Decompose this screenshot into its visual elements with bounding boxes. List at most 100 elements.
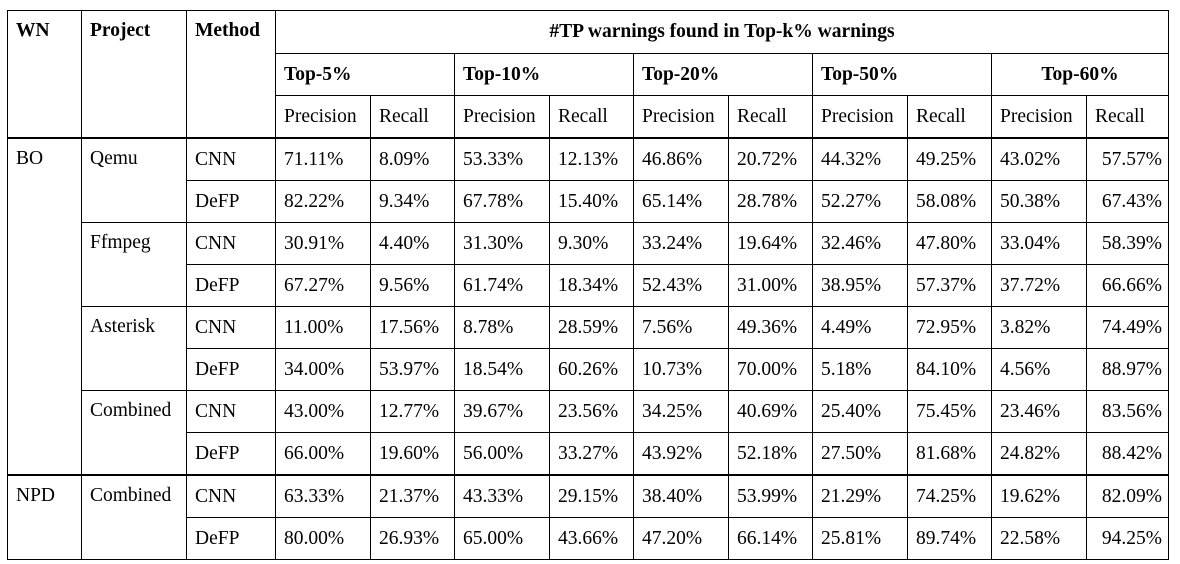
cell-recall: 74.49%	[1086, 306, 1169, 349]
cell-recall: 31.00%	[728, 264, 813, 307]
cell-recall: 66.14%	[728, 517, 813, 560]
cell-recall: 8.09%	[370, 137, 455, 181]
table-row: DeFP 67.27% 9.56% 61.74% 18.34% 52.43% 31.00% 3…	[8, 264, 1169, 307]
table-row: NPD Combined CNN 63.33% 21.37% 43.33% 29.15% 38…	[7, 474, 1169, 560]
cell-recall: 9.30%	[549, 222, 634, 265]
cell-precision: 25.40%	[812, 390, 908, 433]
cell-precision: 71.11%	[275, 137, 371, 181]
cell-method: CNN	[186, 390, 276, 433]
header-group: Top-10%	[454, 53, 634, 96]
cell-project: Asterisk	[81, 306, 187, 391]
cell-recall: 88.97%	[1086, 348, 1169, 391]
cell-recall: 83.56%	[1086, 390, 1169, 433]
cell-recall: 19.64%	[728, 222, 813, 265]
cell-recall: 20.72%	[728, 137, 813, 181]
cell-precision: 8.78%	[454, 306, 550, 349]
cell-project: Combined	[81, 390, 187, 476]
cell-precision: 63.33%	[275, 474, 371, 518]
cell-recall: 74.25%	[907, 474, 992, 518]
cell-precision: 33.24%	[633, 222, 729, 265]
cell-recall: 57.37%	[907, 264, 992, 307]
cell-recall: 53.99%	[728, 474, 813, 518]
header-group: Top-50%	[812, 53, 992, 96]
cell-precision: 39.67%	[454, 390, 550, 433]
cell-precision: 31.30%	[454, 222, 550, 265]
cell-recall: 43.66%	[549, 517, 634, 560]
header-recall: Recall	[1086, 95, 1169, 139]
cell-precision: 43.02%	[991, 137, 1087, 181]
table-row: DeFP 34.00% 53.97% 18.54% 60.26% 10.73% 70.00%…	[8, 348, 1169, 391]
cell-precision: 25.81%	[812, 517, 908, 560]
cell-precision: 7.56%	[633, 306, 729, 349]
cell-precision: 53.33%	[454, 137, 550, 181]
cell-recall: 70.00%	[728, 348, 813, 391]
header-recall: Recall	[907, 95, 992, 139]
header-precision: Precision	[991, 95, 1087, 139]
cell-precision: 19.62%	[991, 474, 1087, 518]
table-row: DeFP 80.00% 26.93% 65.00% 43.66% 47.20% 66.14%…	[8, 517, 1169, 560]
cell-method: CNN	[186, 474, 276, 518]
cell-recall: 75.45%	[907, 390, 992, 433]
cell-recall: 29.15%	[549, 474, 634, 518]
cell-precision: 18.54%	[454, 348, 550, 391]
cell-method: DeFP	[186, 180, 276, 223]
cell-recall: 23.56%	[549, 390, 634, 433]
cell-precision: 67.78%	[454, 180, 550, 223]
cell-precision: 65.00%	[454, 517, 550, 560]
cell-method: CNN	[186, 306, 276, 349]
cell-precision: 10.73%	[633, 348, 729, 391]
cell-recall: 60.26%	[549, 348, 634, 391]
header-precision: Precision	[633, 95, 729, 139]
cell-precision: 80.00%	[275, 517, 371, 560]
cell-precision: 4.56%	[991, 348, 1087, 391]
cell-recall: 40.69%	[728, 390, 813, 433]
cell-method: DeFP	[186, 517, 276, 560]
header-main: #TP warnings found in Top-k% warnings	[275, 10, 1169, 54]
header-precision: Precision	[275, 95, 371, 139]
cell-precision: 38.40%	[633, 474, 729, 518]
cell-precision: 34.25%	[633, 390, 729, 433]
cell-precision: 82.22%	[275, 180, 371, 223]
cell-precision: 52.27%	[812, 180, 908, 223]
table-row: BO Qemu CNN 71.11% 8.09% 53.33% 12.13% 46.86% 20…	[7, 137, 1169, 476]
header-group: Top-60%	[991, 53, 1169, 96]
cell-recall: 19.60%	[370, 432, 455, 476]
header-project: Project	[81, 10, 187, 139]
cell-recall: 9.56%	[370, 264, 455, 307]
cell-precision: 43.00%	[275, 390, 371, 433]
cell-precision: 5.18%	[812, 348, 908, 391]
cell-recall: 33.27%	[549, 432, 634, 476]
table-body: BO Qemu CNN 71.11% 8.09% 53.33% 12.13% 46.86% 20…	[7, 137, 1169, 560]
cell-recall: 12.13%	[549, 137, 634, 181]
cell-wn: BO	[7, 137, 82, 476]
cell-recall: 15.40%	[549, 180, 634, 223]
cell-recall: 84.10%	[907, 348, 992, 391]
header-recall: Recall	[728, 95, 813, 139]
cell-precision: 27.50%	[812, 432, 908, 476]
cell-recall: 4.40%	[370, 222, 455, 265]
cell-recall: 18.34%	[549, 264, 634, 307]
cell-precision: 4.49%	[812, 306, 908, 349]
cell-precision: 43.92%	[633, 432, 729, 476]
cell-precision: 30.91%	[275, 222, 371, 265]
results-table: WN Project Method #TP warnings found in …	[7, 10, 1169, 560]
cell-recall: 17.56%	[370, 306, 455, 349]
cell-precision: 23.46%	[991, 390, 1087, 433]
cell-precision: 24.82%	[991, 432, 1087, 476]
header-recall: Recall	[549, 95, 634, 139]
cell-precision: 67.27%	[275, 264, 371, 307]
cell-precision: 32.46%	[812, 222, 908, 265]
table-row: DeFP 66.00% 19.60% 56.00% 33.27% 43.92% 52.18%…	[8, 432, 1169, 476]
cell-precision: 61.74%	[454, 264, 550, 307]
cell-precision: 3.82%	[991, 306, 1087, 349]
cell-recall: 47.80%	[907, 222, 992, 265]
cell-precision: 43.33%	[454, 474, 550, 518]
cell-recall: 12.77%	[370, 390, 455, 433]
cell-precision: 38.95%	[812, 264, 908, 307]
cell-precision: 50.38%	[991, 180, 1087, 223]
cell-precision: 37.72%	[991, 264, 1087, 307]
cell-project: Ffmpeg	[81, 222, 187, 307]
header-method: Method	[186, 10, 276, 139]
cell-precision: 34.00%	[275, 348, 371, 391]
cell-recall: 26.93%	[370, 517, 455, 560]
